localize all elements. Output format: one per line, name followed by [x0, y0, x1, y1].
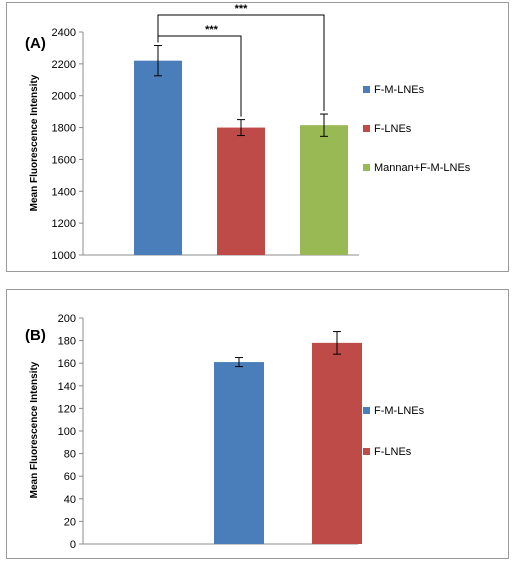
- chart-panel-b: (B) Mean Fluorescence Intensity 0 20 40 60 80 1…: [6, 289, 509, 559]
- bar-f-lnes: [217, 127, 265, 255]
- panel-label: (A): [25, 35, 46, 52]
- y-tick-label: 140: [58, 381, 76, 393]
- legend-swatch: [363, 407, 370, 414]
- legend-swatch: [363, 448, 370, 455]
- significance-label: ***: [235, 3, 249, 15]
- legend-label: Mannan+F-M-LNEs: [374, 162, 471, 174]
- panel-label: (B): [25, 327, 46, 344]
- y-tick-label: 20: [64, 516, 76, 528]
- legend-swatch: [363, 164, 370, 171]
- chart-b-svg: (B) Mean Fluorescence Intensity 0 20 40 60 80 1…: [25, 313, 425, 551]
- chart-a-svg: (A) Mean Fluorescence Intensity 1000 1200 14…: [25, 3, 471, 262]
- y-tick-label: 1400: [52, 186, 76, 198]
- significance-bracket: [157, 14, 325, 112]
- bar-f-m-lnes: [134, 60, 182, 255]
- bar-f-lnes: [312, 342, 362, 544]
- y-axis-title: Mean Fluorescence Intensity: [29, 361, 40, 498]
- legend-label: F-M-LNEs: [374, 84, 425, 96]
- y-tick-label: 60: [64, 471, 76, 483]
- bar-mannan-f-m-lnes: [300, 125, 348, 255]
- y-tick-label: 80: [64, 449, 76, 461]
- y-tick-label: 120: [58, 403, 76, 415]
- y-tick-label: 180: [58, 336, 76, 348]
- y-tick-label: 2200: [52, 59, 76, 71]
- y-tick-label: 1200: [52, 218, 76, 230]
- significance-label: ***: [205, 24, 219, 36]
- legend-label: F-LNEs: [374, 446, 412, 458]
- legend-label: F-M-LNEs: [374, 405, 425, 417]
- y-tick-label: 0: [70, 539, 76, 551]
- y-tick-label: 1600: [52, 154, 76, 166]
- y-tick-label: 100: [58, 426, 76, 438]
- legend-swatch: [363, 125, 370, 132]
- y-tick-label: 1800: [52, 123, 76, 135]
- y-tick-label: 2400: [52, 27, 76, 39]
- y-tick-label: 2000: [52, 91, 76, 103]
- y-tick-label: 160: [58, 358, 76, 370]
- y-tick-label: 40: [64, 494, 76, 506]
- legend-swatch: [363, 86, 370, 93]
- y-tick-label: 200: [58, 313, 76, 325]
- legend-label: F-LNEs: [374, 123, 412, 135]
- chart-panel-a: (A) Mean Fluorescence Intensity 1000 1200 14…: [6, 2, 509, 272]
- bar-f-m-lnes: [214, 362, 264, 544]
- y-tick-label: 1000: [52, 250, 76, 262]
- y-axis-title: Mean Fluorescence Intensity: [29, 74, 40, 211]
